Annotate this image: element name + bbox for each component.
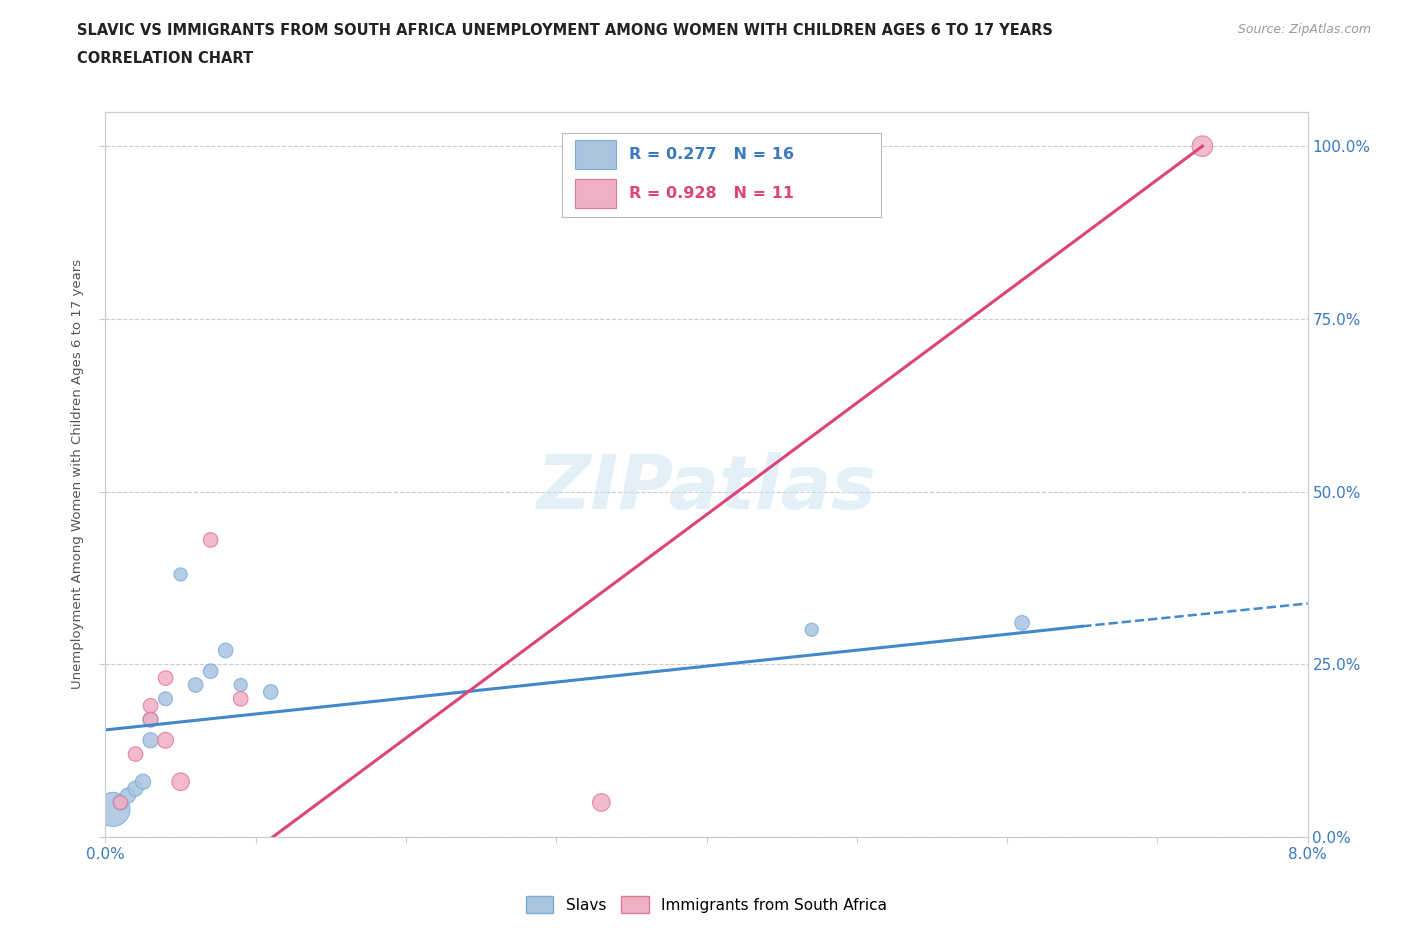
Point — [200, 664, 222, 679]
Point — [169, 567, 191, 582]
Point — [139, 712, 162, 727]
Point — [229, 691, 252, 706]
Point — [117, 788, 139, 803]
Point — [124, 781, 146, 796]
Point — [139, 712, 162, 727]
Point — [110, 795, 132, 810]
Point — [169, 775, 191, 790]
Point — [101, 802, 124, 817]
Point — [800, 622, 823, 637]
Point — [229, 678, 252, 693]
Point — [591, 795, 613, 810]
Point — [214, 643, 236, 658]
Point — [110, 795, 132, 810]
Point — [132, 775, 155, 790]
Point — [1191, 139, 1213, 153]
Point — [124, 747, 146, 762]
Point — [155, 691, 177, 706]
Text: SLAVIC VS IMMIGRANTS FROM SOUTH AFRICA UNEMPLOYMENT AMONG WOMEN WITH CHILDREN AG: SLAVIC VS IMMIGRANTS FROM SOUTH AFRICA U… — [77, 23, 1053, 38]
Bar — [575, 179, 616, 208]
Text: R = 0.277   N = 16: R = 0.277 N = 16 — [628, 147, 794, 162]
Point — [260, 684, 283, 699]
Text: R = 0.928   N = 11: R = 0.928 N = 11 — [628, 186, 794, 201]
Text: Source: ZipAtlas.com: Source: ZipAtlas.com — [1237, 23, 1371, 36]
Text: ZIPatlas: ZIPatlas — [537, 452, 876, 525]
Point — [139, 733, 162, 748]
Point — [1011, 616, 1033, 631]
Point — [155, 671, 177, 685]
Text: CORRELATION CHART: CORRELATION CHART — [77, 51, 253, 66]
Legend: Slavs, Immigrants from South Africa: Slavs, Immigrants from South Africa — [526, 897, 887, 912]
Bar — [575, 140, 616, 169]
Point — [139, 698, 162, 713]
Y-axis label: Unemployment Among Women with Children Ages 6 to 17 years: Unemployment Among Women with Children A… — [70, 259, 84, 689]
Point — [155, 733, 177, 748]
Point — [200, 533, 222, 548]
Point — [184, 678, 207, 693]
